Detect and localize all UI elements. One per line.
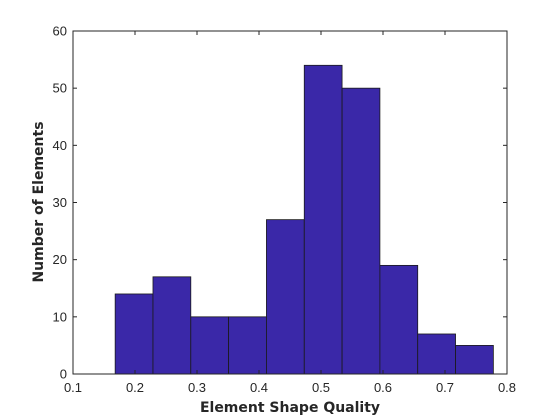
x-tick-label: 0.6 [374, 380, 392, 395]
histogram-bar [455, 345, 494, 375]
bars-group [114, 64, 494, 375]
histogram-bar [341, 87, 381, 375]
histogram-bar [303, 64, 343, 375]
histogram-bar [417, 333, 456, 375]
histogram-bar [152, 276, 192, 375]
y-tick-label: 50 [53, 81, 67, 96]
y-axis-title: Number of Elements [31, 121, 47, 282]
x-axis-title: Element Shape Quality [200, 400, 380, 416]
histogram-bar [114, 293, 154, 375]
y-tick-label: 0 [60, 367, 67, 382]
x-tick-label: 0.5 [312, 380, 330, 395]
x-tick-label: 0.7 [436, 380, 454, 395]
x-tick-label: 0.8 [498, 380, 516, 395]
x-tick-label: 0.4 [250, 380, 268, 395]
x-tick-label: 0.3 [188, 380, 206, 395]
ticks-group: 0.1 0.2 0.3 0.4 0.5 0.6 0.7 0.8 0 10 20 30 40 50 60 [53, 24, 517, 396]
histogram-bar [190, 316, 230, 375]
x-tick-label: 0.1 [64, 380, 82, 395]
histogram-bar [379, 264, 419, 375]
histogram-bar [266, 219, 305, 375]
y-tick-label: 40 [53, 138, 67, 153]
y-tick-label: 20 [53, 252, 67, 267]
y-tick-label: 30 [53, 195, 67, 210]
y-tick-label: 10 [53, 309, 67, 324]
histogram-bar [228, 316, 267, 375]
x-tick-label: 0.2 [126, 380, 144, 395]
y-tick-label: 60 [53, 24, 67, 39]
